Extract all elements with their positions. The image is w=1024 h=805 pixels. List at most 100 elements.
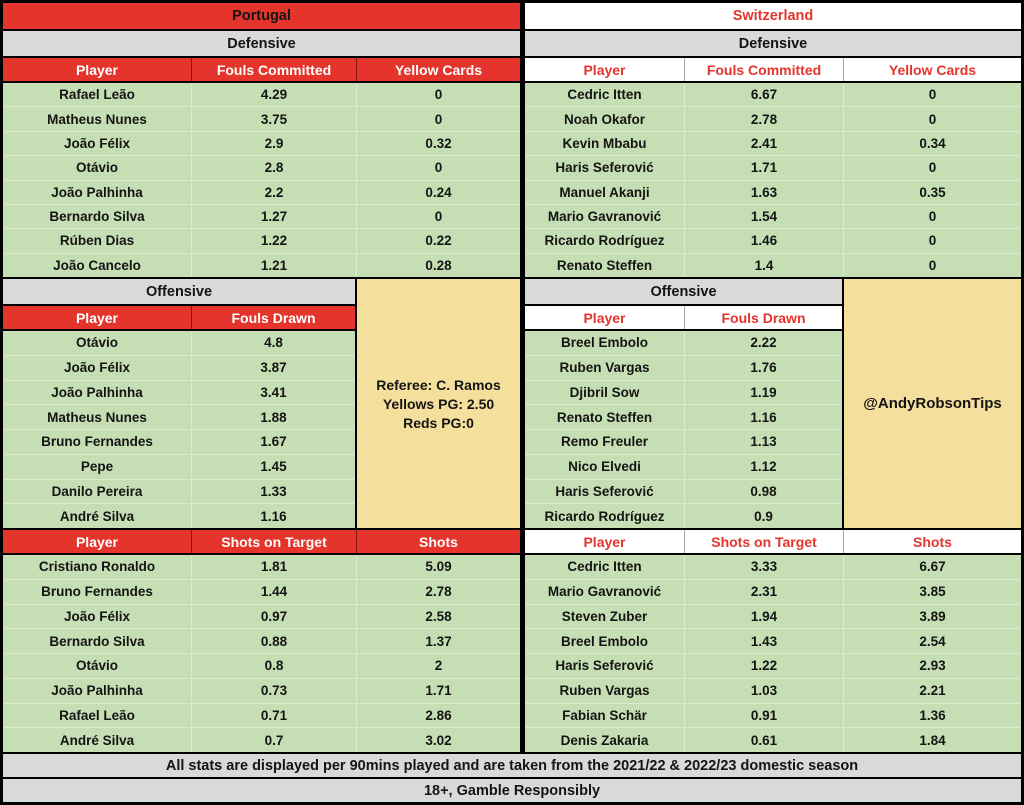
column-header-shots: Shots [844, 530, 1021, 553]
column-header-player: Player [3, 58, 191, 81]
stats-disclaimer: All stats are displayed per 90mins playe… [3, 754, 1021, 777]
table-row: Djibril Sow 1.19 [525, 380, 842, 405]
player-name: Djibril Sow [525, 380, 684, 405]
stat-value: 2.54 [844, 629, 1021, 653]
player-name: Steven Zuber [525, 604, 684, 629]
table-row: Rafael Leão 0.71 2.86 [3, 703, 520, 728]
referee-yellows-per-game: Yellows PG: 2.50 [382, 395, 495, 412]
table-row: Danilo Pereira 1.33 [3, 479, 355, 504]
stat-value: 1.71 [357, 678, 520, 703]
stat-value: 0.34 [844, 131, 1021, 156]
stat-value: 0 [357, 107, 520, 131]
stat-value: 1.4 [685, 253, 843, 277]
stat-value: 2.8 [192, 156, 356, 180]
stat-value: 0.32 [357, 131, 520, 156]
stat-value: 2.9 [192, 131, 356, 156]
table-row: André Silva 0.7 3.02 [3, 728, 520, 752]
player-name: Mario Gavranović [525, 579, 684, 604]
gamble-responsibly-notice: 18+, Gamble Responsibly [3, 779, 1021, 802]
player-name: Breel Embolo [525, 629, 684, 653]
stat-value: 2.78 [357, 579, 520, 604]
player-name: André Silva [3, 728, 191, 752]
switzerland-shots-header-row: Player Shots on Target Shots [525, 530, 1021, 553]
table-row: Denis Zakaria 0.61 1.84 [525, 728, 1021, 752]
player-name: João Cancelo [3, 253, 191, 277]
table-row: Bernardo Silva 0.88 1.37 [3, 629, 520, 653]
column-header-player: Player [525, 306, 684, 329]
stat-value: 1.45 [192, 454, 355, 479]
stat-value: 0 [844, 156, 1021, 180]
stat-value: 0.61 [685, 728, 843, 752]
player-name: João Palhinha [3, 380, 191, 405]
stat-value: 0 [357, 204, 520, 229]
table-row: Ricardo Rodríguez 1.46 0 [525, 229, 1021, 253]
stat-value: 0.24 [357, 180, 520, 204]
player-name: Ricardo Rodríguez [525, 504, 684, 528]
stat-value: 4.8 [192, 331, 355, 355]
portugal-offensive-table: Offensive Player Fouls Drawn Otávio 4.8 Jo… [3, 279, 355, 528]
switzerland-defensive-label: Defensive [525, 31, 1021, 56]
player-name: Fabian Schär [525, 703, 684, 728]
table-row: Breel Embolo 2.22 [525, 331, 842, 355]
twitter-handle-box: @AndyRobsonTips [844, 279, 1021, 528]
stat-value: 0.97 [192, 604, 356, 629]
switzerland-shots-table: Player Shots on Target Shots Cedric Itte… [525, 530, 1021, 752]
portugal-shots-table: Player Shots on Target Shots Cristiano R… [3, 530, 520, 752]
stat-value: 0 [844, 253, 1021, 277]
stat-value: 1.43 [685, 629, 843, 653]
stat-value: 1.37 [357, 629, 520, 653]
player-name: Ricardo Rodríguez [525, 229, 684, 253]
stat-value: 2.86 [357, 703, 520, 728]
player-name: Ruben Vargas [525, 678, 684, 703]
player-name: João Palhinha [3, 678, 191, 703]
player-name: João Félix [3, 131, 191, 156]
stat-value: 3.33 [685, 555, 843, 579]
stat-value: 0.71 [192, 703, 356, 728]
stat-value: 0.91 [685, 703, 843, 728]
player-name: Rafael Leão [3, 703, 191, 728]
stat-value: 1.88 [192, 405, 355, 429]
portugal-defensive-rows: Rafael Leão 4.29 0 Matheus Nunes 3.75 0 João F… [3, 83, 520, 277]
stat-value: 1.12 [685, 454, 842, 479]
stat-value: 1.54 [685, 204, 843, 229]
switzerland-title: Switzerland [732, 8, 814, 24]
portugal-offensive-header-row: Player Fouls Drawn [3, 306, 355, 329]
table-row: Bernardo Silva 1.27 0 [3, 204, 520, 229]
table-row: André Silva 1.16 [3, 504, 355, 528]
player-name: Denis Zakaria [525, 728, 684, 752]
stat-value: 2.22 [685, 331, 842, 355]
player-name: Mario Gavranović [525, 204, 684, 229]
switzerland-offensive-rows: Breel Embolo 2.22 Ruben Vargas 1.76 Djibril … [525, 331, 842, 528]
stat-value: 1.44 [192, 579, 356, 604]
stat-value: 2.93 [844, 654, 1021, 678]
stat-value: 0.22 [357, 229, 520, 253]
stat-value: 0.28 [357, 253, 520, 277]
column-header-shots-on-target: Shots on Target [192, 530, 356, 553]
column-header-yellow-cards: Yellow Cards [357, 58, 520, 81]
player-name: Ruben Vargas [525, 355, 684, 380]
table-row: Ruben Vargas 1.76 [525, 355, 842, 380]
table-row: Otávio 2.8 0 [3, 156, 520, 180]
table-row: Mario Gavranović 1.54 0 [525, 204, 1021, 229]
referee-note-box: Referee: C. Ramos Yellows PG: 2.50 Reds … [357, 279, 520, 528]
player-name: Cristiano Ronaldo [3, 555, 191, 579]
table-row: Haris Seferović 1.22 2.93 [525, 654, 1021, 678]
stat-value: 0 [357, 83, 520, 107]
portugal-defensive-table: Player Fouls Committed Yellow Cards Rafa… [3, 58, 520, 277]
stat-value: 1.33 [192, 479, 355, 504]
stat-value: 0.9 [685, 504, 842, 528]
column-header-player: Player [3, 530, 191, 553]
player-name: Otávio [3, 156, 191, 180]
stat-value: 3.85 [844, 579, 1021, 604]
player-name: João Félix [3, 604, 191, 629]
stat-value: 2.21 [844, 678, 1021, 703]
switzerland-offensive-label: Offensive [525, 279, 842, 304]
table-row: Otávio 4.8 [3, 331, 355, 355]
column-header-fouls-drawn: Fouls Drawn [192, 306, 355, 329]
stat-value: 1.76 [685, 355, 842, 380]
table-row: João Palhinha 2.2 0.24 [3, 180, 520, 204]
table-row: Bruno Fernandes 1.67 [3, 430, 355, 454]
table-row: Bruno Fernandes 1.44 2.78 [3, 579, 520, 604]
stat-value: 1.67 [192, 430, 355, 454]
stat-value: 3.02 [357, 728, 520, 752]
